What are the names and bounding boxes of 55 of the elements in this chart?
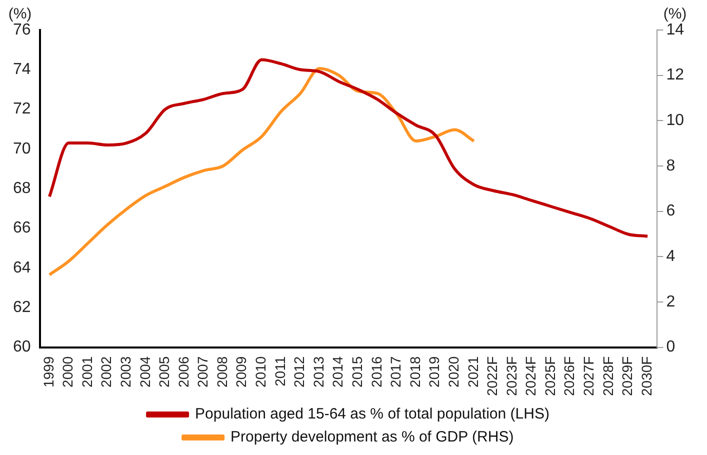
y2-tick-label: 8 [666,157,676,174]
x-tick-label: 2006 [175,356,192,388]
x-tick-label: 2021 [464,356,481,388]
x-tick-label: 2019 [426,356,442,388]
x-tick-label: 1999 [40,356,56,388]
x-tick-label: 2022F [484,356,500,396]
x-tick-label: 2001 [78,356,95,388]
y2-tick-label: 6 [666,202,676,220]
legend-label: Population aged 15-64 as % of total population (LHS) [195,406,550,423]
x-tick-label: 2011 [272,356,288,386]
x-tick-label: 2029F [619,356,636,396]
y-tick-label: 72 [13,100,31,118]
y-axis-title: (%) [8,6,32,23]
x-tick-label: 2020 [445,356,462,388]
legend-label: Property development as % of GDP (RHS) [230,428,514,446]
y-tick-label: 70 [13,140,31,158]
y-tick-label: 64 [13,259,31,276]
y2-tick-label: 10 [666,112,684,130]
y2-axis-title: (%) [663,6,687,23]
x-tick-label: 2000 [60,356,76,388]
x-tick-label: 2007 [194,356,211,388]
y-tick-label: 76 [13,21,31,38]
x-tick-label: 2030F [638,356,654,396]
y2-tick-label: 12 [666,66,684,84]
x-tick-label: 2009 [233,356,250,388]
y2-tick-label: 4 [666,248,676,266]
y-tick-label: 62 [13,299,31,316]
x-tick-label: 2002 [98,356,114,388]
x-tick-label: 2003 [117,356,134,388]
x-tick-label: 2010 [252,356,269,388]
x-tick-label: 2026F [561,356,578,396]
y-tick-label: 74 [13,61,31,78]
y-tick-label: 60 [13,338,31,356]
x-tick-label: 2028F [600,356,616,396]
x-tick-label: 2012 [291,356,308,388]
y2-tick-label: 14 [666,21,684,38]
x-tick-label: 2008 [214,356,230,388]
x-tick-label: 2024F [522,356,539,396]
line-series [48,67,476,276]
x-tick-label: 2025F [542,356,558,396]
x-tick-label: 2004 [136,356,153,388]
x-tick-label: 2017 [388,356,404,388]
x-tick-label: 2023F [503,356,520,396]
line-series [48,58,650,238]
x-tick-label: 2027F [580,356,597,396]
y-tick-label: 68 [13,180,31,198]
x-tick-label: 2005 [156,356,172,388]
x-tick-label: 2015 [349,356,366,388]
x-tick-label: 2014 [330,356,346,388]
y2-tick-label: 0 [666,338,676,356]
x-tick-label: 2016 [368,356,384,388]
y-tick-label: 66 [13,220,31,237]
x-tick-label: 2018 [406,356,423,388]
x-tick-label: 2013 [310,356,326,388]
y2-tick-label: 2 [666,293,676,310]
